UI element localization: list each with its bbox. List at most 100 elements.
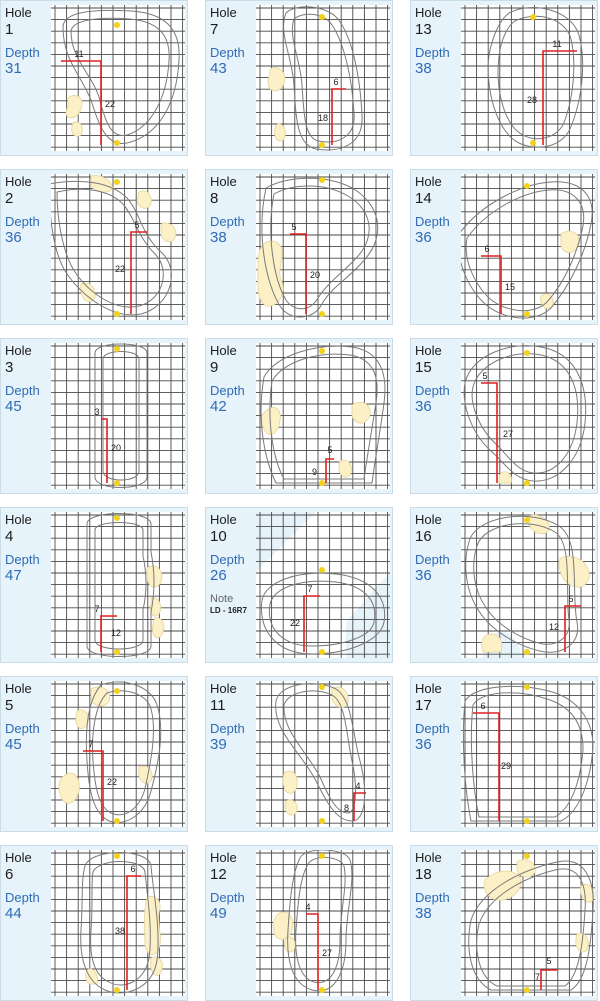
pin-measure-line	[353, 792, 366, 821]
bunker	[65, 95, 83, 119]
bunker	[351, 401, 371, 424]
green-diagram: 6 38	[51, 850, 185, 996]
across-distance: 6	[333, 77, 338, 87]
green-diagram: 4 27	[256, 850, 390, 996]
depth-value: 42	[210, 398, 227, 416]
pin-marker	[319, 649, 325, 655]
across-distance: 6	[480, 701, 485, 711]
depth-value: 36	[5, 229, 22, 247]
depth-value: 45	[5, 736, 22, 754]
green-edge-inner	[94, 522, 147, 650]
green-edge-outer	[261, 177, 379, 318]
hole-number: 13	[415, 20, 432, 38]
hole-info: Hole 17 Depth 36	[415, 681, 459, 754]
green-edge-outer	[275, 683, 366, 822]
green-map: 6 18	[256, 5, 390, 151]
depth-value: 36	[415, 229, 432, 247]
hole-card: Hole 3 Depth 45 3 20	[0, 338, 188, 494]
hole-card: Hole 13 Depth 38 11 28	[410, 0, 598, 156]
pin-marker	[319, 853, 325, 859]
depth-label: Depth	[5, 551, 40, 567]
pin-measure-line	[303, 595, 320, 652]
hole-card: Hole 6 Depth 44 6 38	[0, 845, 188, 1001]
depth-value: 26	[210, 567, 227, 585]
hole-label: Hole	[415, 5, 442, 20]
bunker	[498, 471, 512, 484]
green-edge-inner	[269, 353, 378, 480]
grid-lines	[461, 5, 595, 151]
hole-card: Hole 14 Depth 36 6 15	[410, 169, 598, 325]
grid-lines	[51, 681, 185, 827]
pin-marker	[114, 853, 120, 859]
up-distance: 22	[290, 618, 300, 628]
green-edge-outer	[85, 681, 162, 823]
pin-marker	[114, 987, 120, 993]
hole-label: Hole	[210, 681, 237, 696]
across-distance: 5	[546, 956, 551, 966]
hole-number: 14	[415, 189, 432, 207]
green-edge-outer	[86, 513, 155, 657]
pin-measure-line	[331, 88, 346, 145]
pin-measure-line	[481, 255, 502, 314]
hole-label: Hole	[5, 5, 32, 20]
bunker	[331, 686, 349, 708]
hole-label: Hole	[415, 174, 442, 189]
hole-info: Hole 16 Depth 36	[415, 512, 459, 585]
hole-number: 11	[210, 696, 226, 714]
pin-marker	[114, 818, 120, 824]
pin-marker	[319, 818, 325, 824]
grid-lines	[461, 343, 595, 489]
pin-marker	[319, 480, 325, 486]
grid-lines	[51, 343, 185, 489]
pin-marker	[524, 818, 530, 824]
green-edge-outer	[261, 572, 386, 655]
green-edge-inner	[268, 580, 376, 647]
pin-measure-line	[540, 969, 557, 990]
hole-number: 9	[210, 358, 219, 376]
green-edge-inner	[476, 868, 586, 987]
bunker	[272, 911, 294, 940]
across-distance: 6	[484, 244, 489, 254]
hole-info: Hole 12 Depth 49	[210, 850, 254, 923]
across-distance: 11	[552, 39, 561, 49]
up-distance: 7	[535, 972, 540, 982]
hole-number: 4	[5, 527, 14, 545]
hole-card: Hole 7 Depth 43 6 18	[205, 0, 393, 156]
pin-marker	[319, 14, 325, 20]
hole-number: 2	[5, 189, 14, 207]
up-distance: 28	[527, 95, 537, 105]
up-distance: 20	[111, 443, 121, 453]
bunker	[85, 968, 98, 985]
up-distance: 18	[318, 113, 328, 123]
note-label: Note	[210, 593, 234, 606]
green-diagram: 59	[256, 343, 390, 489]
up-distance: 22	[105, 99, 115, 109]
pin-measure-line	[564, 605, 581, 652]
pin-measure-line	[61, 60, 102, 145]
depth-label: Depth	[210, 213, 245, 229]
bunker	[284, 799, 298, 816]
green-edge-inner	[497, 15, 575, 140]
hole-card: Hole 9 Depth 42 5 9	[205, 338, 393, 494]
pin-marker	[524, 350, 530, 356]
green-edge-outer	[461, 181, 593, 319]
hole-info: Hole 11 Depth 39	[210, 681, 254, 754]
hole-info: Hole 14 Depth 36	[415, 174, 459, 247]
up-distance: 20	[310, 270, 320, 280]
grid-lines	[51, 174, 185, 320]
hole-info: Hole 3 Depth 45	[5, 343, 49, 416]
hole-info: Hole 10 Depth 26 Note LD - 16R7	[210, 512, 254, 616]
hole-number: 10	[210, 527, 227, 545]
bunker	[75, 709, 89, 729]
hole-info: Hole 4 Depth 47	[5, 512, 49, 585]
green-diagram: 7 22	[256, 512, 390, 658]
bunker	[481, 633, 503, 653]
depth-value: 38	[415, 60, 432, 78]
pin-measure-line	[126, 875, 141, 990]
hole-label: Hole	[5, 174, 32, 189]
pin-marker	[114, 140, 120, 146]
hole-label: Hole	[415, 343, 442, 358]
green-map: 5 22	[51, 174, 185, 320]
green-diagram: 7 12	[51, 512, 185, 658]
hole-label: Hole	[210, 343, 237, 358]
